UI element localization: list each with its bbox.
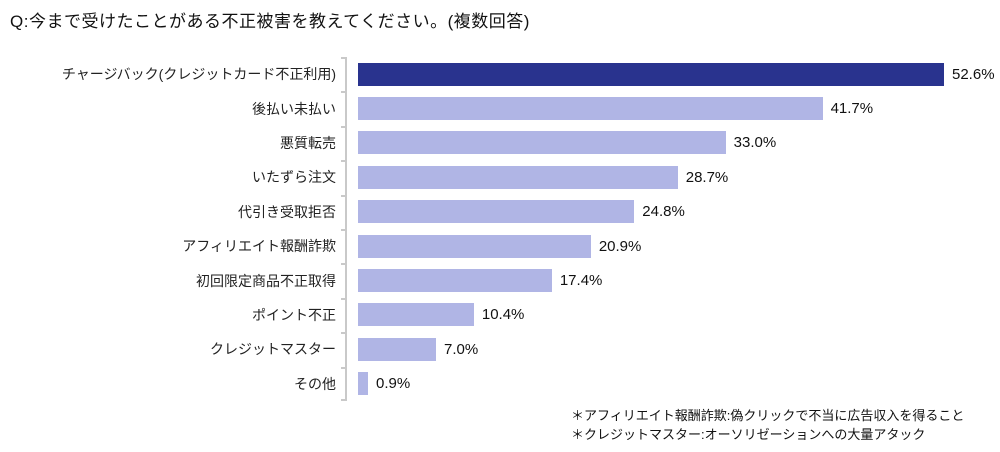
bar-row: クレジットマスター 7.0% bbox=[0, 332, 1000, 366]
value-label: 17.4% bbox=[559, 272, 603, 290]
axis-tick bbox=[341, 297, 345, 300]
category-label: いたずら注文 bbox=[252, 169, 336, 186]
category-label: 代引き受取拒否 bbox=[238, 203, 336, 220]
bar bbox=[358, 234, 591, 258]
axis-tick bbox=[341, 125, 345, 128]
bar-zone: 0.9% bbox=[347, 372, 1000, 396]
axis-tick bbox=[341, 366, 345, 369]
value-label: 10.4% bbox=[481, 306, 525, 324]
bar-row: ポイント不正 10.4% bbox=[0, 298, 1000, 332]
bar-chart: チャージバック(クレジットカード不正利用) 52.6% 後払い未払い 41.7% 悪質転… bbox=[0, 57, 1000, 401]
axis-tick bbox=[341, 160, 345, 163]
category-label: アフィリエイト報酬詐欺 bbox=[182, 238, 336, 255]
footnotes: ＊アフィリエイト報酬詐欺:偽クリックで不当に広告収入を得ること ＊クレジットマス… bbox=[571, 406, 964, 444]
footnote-line: ＊アフィリエイト報酬詐欺:偽クリックで不当に広告収入を得ること bbox=[571, 408, 965, 423]
bar-row: いたずら注文 28.7% bbox=[0, 160, 1000, 194]
category-label: 初回限定商品不正取得 bbox=[196, 272, 336, 289]
bar-row: その他 0.9% bbox=[0, 367, 1000, 401]
value-label: 24.8% bbox=[642, 203, 685, 221]
bar-zone: 28.7% bbox=[347, 165, 1000, 189]
axis-tick bbox=[341, 194, 345, 197]
axis-tick bbox=[341, 332, 345, 335]
category-label: ポイント不正 bbox=[252, 306, 336, 323]
category-label: 悪質転売 bbox=[280, 134, 336, 151]
value-label: 0.9% bbox=[376, 375, 411, 393]
category-label: クレジットマスター bbox=[210, 341, 336, 358]
bar-zone: 52.6% bbox=[347, 62, 1000, 86]
bar bbox=[358, 337, 436, 361]
value-label: 20.9% bbox=[598, 237, 642, 255]
bar-zone: 10.4% bbox=[347, 303, 1000, 327]
bar-zone: 20.9% bbox=[347, 234, 1000, 258]
value-label: 52.6% bbox=[952, 65, 995, 83]
bar-row: 初回限定商品不正取得 17.4% bbox=[0, 263, 1000, 297]
bar bbox=[358, 131, 726, 155]
bar-row: アフィリエイト報酬詐欺 20.9% bbox=[0, 229, 1000, 263]
category-label: 後払い未払い bbox=[252, 100, 336, 117]
bar bbox=[358, 303, 474, 327]
footnote-line: ＊クレジットマスター:オーソリゼーションへの大量アタック bbox=[571, 427, 926, 442]
value-label: 41.7% bbox=[830, 100, 874, 118]
bar-row: 後払い未払い 41.7% bbox=[0, 91, 1000, 125]
value-label: 28.7% bbox=[685, 168, 729, 186]
y-axis-line bbox=[345, 57, 347, 401]
value-label: 7.0% bbox=[443, 340, 479, 358]
axis-tick bbox=[341, 399, 345, 401]
bar bbox=[358, 269, 552, 293]
category-label: チャージバック(クレジットカード不正利用) bbox=[61, 66, 336, 83]
bar bbox=[358, 97, 823, 121]
bar bbox=[358, 200, 635, 224]
bar-zone: 41.7% bbox=[347, 97, 1000, 121]
bar bbox=[358, 372, 369, 396]
bar-row: チャージバック(クレジットカード不正利用) 52.6% bbox=[0, 57, 1000, 91]
axis-tick bbox=[341, 57, 345, 59]
axis-tick bbox=[341, 91, 345, 94]
axis-tick bbox=[341, 229, 345, 231]
value-label: 33.0% bbox=[733, 134, 777, 152]
bar-zone: 33.0% bbox=[347, 131, 1000, 155]
bar-row: 悪質転売 33.0% bbox=[0, 126, 1000, 160]
bar-zone: 17.4% bbox=[347, 269, 1000, 293]
chart-title: Q:今まで受けたことがある不正被害を教えてください。(複数回答) bbox=[10, 12, 530, 31]
category-label: その他 bbox=[294, 375, 336, 392]
bar-zone: 24.8% bbox=[347, 200, 1000, 224]
axis-tick bbox=[341, 263, 345, 266]
bar-row: 代引き受取拒否 24.8% bbox=[0, 195, 1000, 229]
bar bbox=[358, 62, 944, 86]
bar-zone: 7.0% bbox=[347, 337, 1000, 361]
bar bbox=[358, 165, 678, 189]
